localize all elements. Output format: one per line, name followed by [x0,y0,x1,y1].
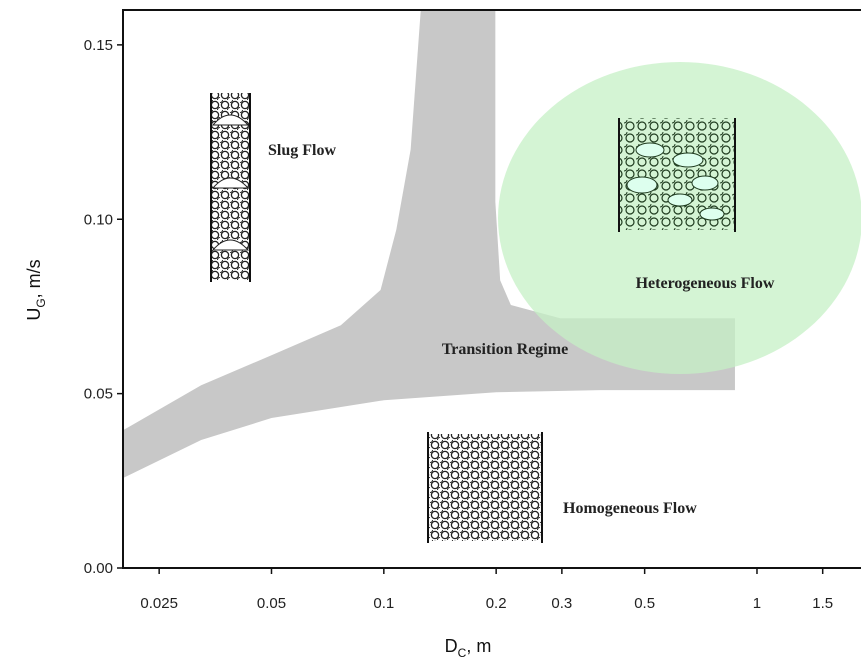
heterogeneous-pictogram [618,118,736,232]
y-tick-label: 0.00 [84,560,113,577]
x-axis-label: DC, m [445,636,492,660]
x-tick-label: 0.5 [634,595,655,612]
x-tick-label: 0.2 [486,595,507,612]
plot-area [123,10,735,479]
y-tick-label: 0.15 [84,37,113,54]
x-tick-label: 0.1 [373,595,394,612]
y-tick-label: 0.05 [84,386,113,403]
region-label: Slug Flow [268,142,336,159]
y-axis-label: UG, m/s [24,259,48,320]
x-tick-label: 1.5 [812,595,833,612]
x-tick-label: 0.025 [140,595,178,612]
homogeneous-pictogram [427,432,543,543]
x-tick-label: 0.05 [257,595,286,612]
region-label: Heterogeneous Flow [636,275,775,292]
transition-band [123,10,735,479]
x-tick-label: 1 [753,595,761,612]
region-label: Transition Regime [442,341,568,358]
x-tick-label: 0.3 [551,595,572,612]
y-tick-label: 0.10 [84,211,113,228]
plot-frame [122,9,861,569]
slug-pictogram [210,93,251,282]
region-label: Homogeneous Flow [563,500,697,517]
